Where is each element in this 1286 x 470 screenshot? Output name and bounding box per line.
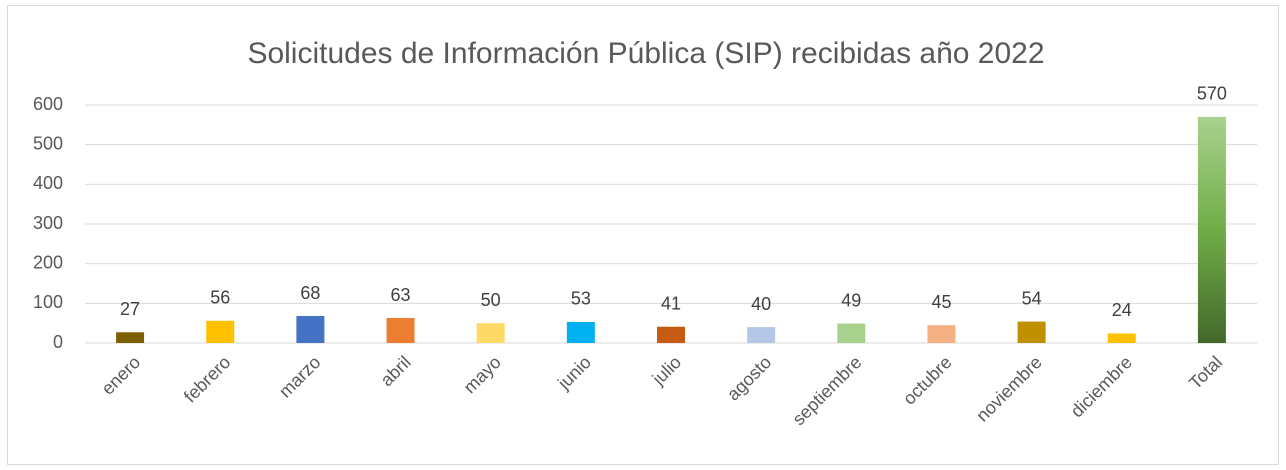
bar bbox=[1017, 321, 1046, 343]
data-label: 27 bbox=[120, 299, 140, 319]
y-tick-label: 600 bbox=[33, 94, 63, 114]
bar bbox=[116, 332, 145, 343]
data-label: 63 bbox=[391, 285, 411, 305]
bar bbox=[927, 325, 956, 343]
chart-title: Solicitudes de Información Pública (SIP)… bbox=[247, 37, 1044, 70]
data-label: 54 bbox=[1022, 288, 1042, 308]
data-label: 68 bbox=[300, 283, 320, 303]
bar bbox=[657, 326, 685, 343]
y-tick-label: 200 bbox=[33, 252, 63, 272]
data-label: 45 bbox=[931, 292, 951, 312]
chart-border bbox=[7, 5, 1279, 465]
y-tick-label: 300 bbox=[33, 213, 63, 233]
data-label: 56 bbox=[210, 288, 230, 308]
bar bbox=[1197, 116, 1226, 344]
bar bbox=[296, 316, 325, 343]
bar bbox=[476, 323, 505, 343]
data-label: 24 bbox=[1112, 300, 1132, 320]
bar bbox=[837, 323, 866, 343]
y-tick-label: 100 bbox=[33, 292, 63, 312]
data-label: 50 bbox=[481, 290, 501, 310]
data-label: 49 bbox=[841, 290, 861, 310]
data-label: 40 bbox=[751, 294, 771, 314]
bar bbox=[386, 318, 415, 343]
data-label: 53 bbox=[571, 289, 591, 309]
bar bbox=[206, 320, 235, 343]
y-tick-label: 0 bbox=[53, 332, 63, 352]
bar bbox=[1107, 333, 1136, 343]
bar bbox=[747, 327, 776, 343]
y-tick-label: 400 bbox=[33, 173, 63, 193]
data-label: 41 bbox=[661, 293, 681, 313]
data-label: 570 bbox=[1197, 84, 1227, 104]
y-tick-label: 500 bbox=[33, 133, 63, 153]
bar bbox=[566, 321, 595, 343]
